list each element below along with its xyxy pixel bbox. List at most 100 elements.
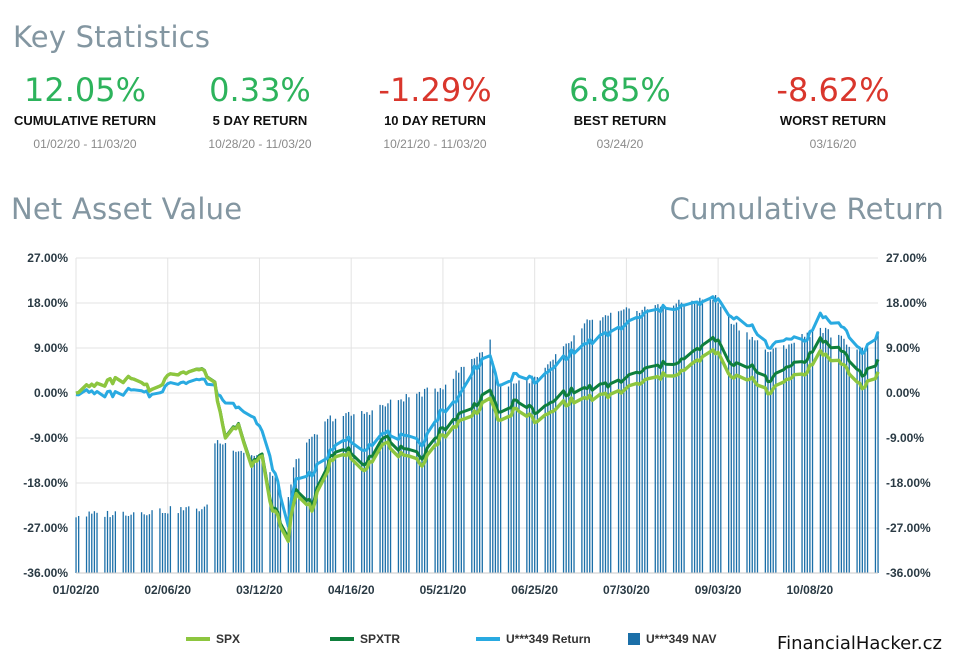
nav-bar bbox=[735, 322, 738, 573]
nav-bar bbox=[400, 399, 402, 573]
nav-bar bbox=[479, 352, 481, 573]
nav-bar bbox=[526, 378, 528, 573]
nav-bar bbox=[327, 418, 329, 573]
nav-bar bbox=[347, 411, 350, 573]
y-tick-label-left: -9.00% bbox=[30, 431, 68, 445]
nav-bar bbox=[237, 451, 240, 573]
nav-bar bbox=[418, 391, 421, 573]
nav-bar bbox=[473, 358, 476, 573]
stat-value: 0.33% bbox=[209, 71, 311, 109]
nav-bar bbox=[547, 364, 549, 573]
nav-bar bbox=[518, 380, 520, 573]
nav-bar bbox=[680, 302, 683, 573]
nav-bar bbox=[353, 414, 355, 573]
x-tick-label: 05/21/20 bbox=[420, 583, 467, 597]
nav-bar bbox=[379, 404, 381, 573]
y-tick-label-right: 9.00% bbox=[886, 341, 920, 355]
chart-legend: SPX SPXTR U***349 Return U***349 NAV bbox=[186, 632, 716, 646]
y-tick-label-left: 18.00% bbox=[27, 296, 68, 310]
nav-bar bbox=[534, 376, 536, 573]
nav-bar bbox=[471, 359, 473, 573]
nav-bar bbox=[701, 299, 704, 573]
nav-bar bbox=[840, 335, 843, 573]
nav-bar bbox=[224, 443, 227, 573]
x-tick-label: 02/06/20 bbox=[144, 583, 191, 597]
stat-date: 10/28/20 - 11/03/20 bbox=[208, 137, 312, 151]
nav-bar bbox=[243, 452, 245, 573]
y-tick-label-left: 0.00% bbox=[34, 386, 68, 400]
y-tick-label-right: -9.00% bbox=[886, 431, 924, 445]
nav-bar bbox=[122, 511, 124, 573]
nav-bar bbox=[329, 415, 331, 573]
nav-bar bbox=[298, 458, 300, 573]
nav-bar bbox=[536, 377, 538, 573]
nav-bar bbox=[274, 477, 276, 573]
nav-bar bbox=[672, 305, 675, 573]
stat-date: 03/16/20 bbox=[809, 137, 857, 151]
nav-bar bbox=[712, 299, 714, 573]
stat-label: 10 DAY RETURN bbox=[384, 113, 486, 128]
nav-bar bbox=[177, 513, 179, 573]
nav-bar bbox=[665, 307, 667, 573]
nav-bar bbox=[748, 339, 751, 573]
nav-bar bbox=[675, 303, 677, 573]
nav-bar bbox=[130, 514, 132, 573]
nav-bar bbox=[822, 333, 824, 573]
x-tick-label: 03/12/20 bbox=[236, 583, 283, 597]
nav-bar bbox=[371, 410, 373, 573]
nav-bar bbox=[104, 516, 106, 573]
cumulative-return-title: Cumulative Return bbox=[669, 192, 944, 226]
nav-bar bbox=[654, 305, 656, 573]
key-statistics-title: Key Statistics bbox=[13, 20, 211, 54]
nav-bar bbox=[565, 343, 567, 573]
nav-bar bbox=[316, 434, 318, 573]
nav-bar bbox=[764, 349, 767, 573]
nav-bar bbox=[93, 511, 96, 573]
legend-label: U***349 Return bbox=[506, 632, 591, 646]
y-tick-label-right: 18.00% bbox=[886, 296, 927, 310]
nav-bar bbox=[699, 297, 701, 573]
nav-bar bbox=[434, 388, 436, 573]
nav-bar bbox=[709, 299, 711, 573]
nav-bar bbox=[167, 513, 169, 573]
nav-bar bbox=[201, 509, 203, 573]
nav-bar bbox=[219, 443, 221, 573]
nav-bar bbox=[513, 383, 515, 573]
nav-bar bbox=[589, 320, 591, 573]
nav-bar bbox=[568, 343, 570, 573]
nav-bar bbox=[544, 367, 546, 573]
nav-bar bbox=[785, 348, 787, 573]
x-tick-label: 09/03/20 bbox=[695, 583, 742, 597]
nav-bar bbox=[646, 309, 649, 573]
nav-bar bbox=[738, 330, 740, 573]
nav-bar bbox=[499, 383, 502, 573]
nav-bar bbox=[617, 311, 620, 573]
stat-date: 03/24/20 bbox=[596, 137, 644, 151]
nav-bar bbox=[662, 306, 664, 573]
nav-bar bbox=[334, 418, 337, 573]
nav-bar bbox=[387, 403, 389, 573]
nav-bar bbox=[277, 482, 279, 573]
nav-bar bbox=[271, 475, 274, 573]
nav-bar bbox=[864, 350, 866, 573]
nav-bar bbox=[180, 507, 182, 573]
y-tick-label-left: 9.00% bbox=[34, 341, 68, 355]
nav-bar bbox=[657, 304, 659, 573]
nav-bar bbox=[240, 450, 242, 573]
nav-bar bbox=[623, 309, 625, 573]
nav-bar bbox=[809, 337, 811, 573]
nav-bar bbox=[75, 517, 77, 573]
stat-value: 12.05% bbox=[23, 71, 146, 109]
nav-bar bbox=[549, 361, 552, 573]
nav-bar bbox=[345, 413, 347, 573]
nav-bar bbox=[232, 450, 234, 573]
nav-bar bbox=[641, 309, 643, 573]
nav-bar bbox=[269, 472, 271, 573]
nav-bar bbox=[361, 411, 363, 573]
stat-value: 6.85% bbox=[569, 71, 671, 109]
x-tick-label: 06/25/20 bbox=[511, 583, 558, 597]
nav-bar bbox=[85, 516, 88, 573]
nav-bar bbox=[717, 302, 719, 573]
nav-bar bbox=[877, 331, 879, 573]
nav-bar bbox=[350, 415, 352, 573]
